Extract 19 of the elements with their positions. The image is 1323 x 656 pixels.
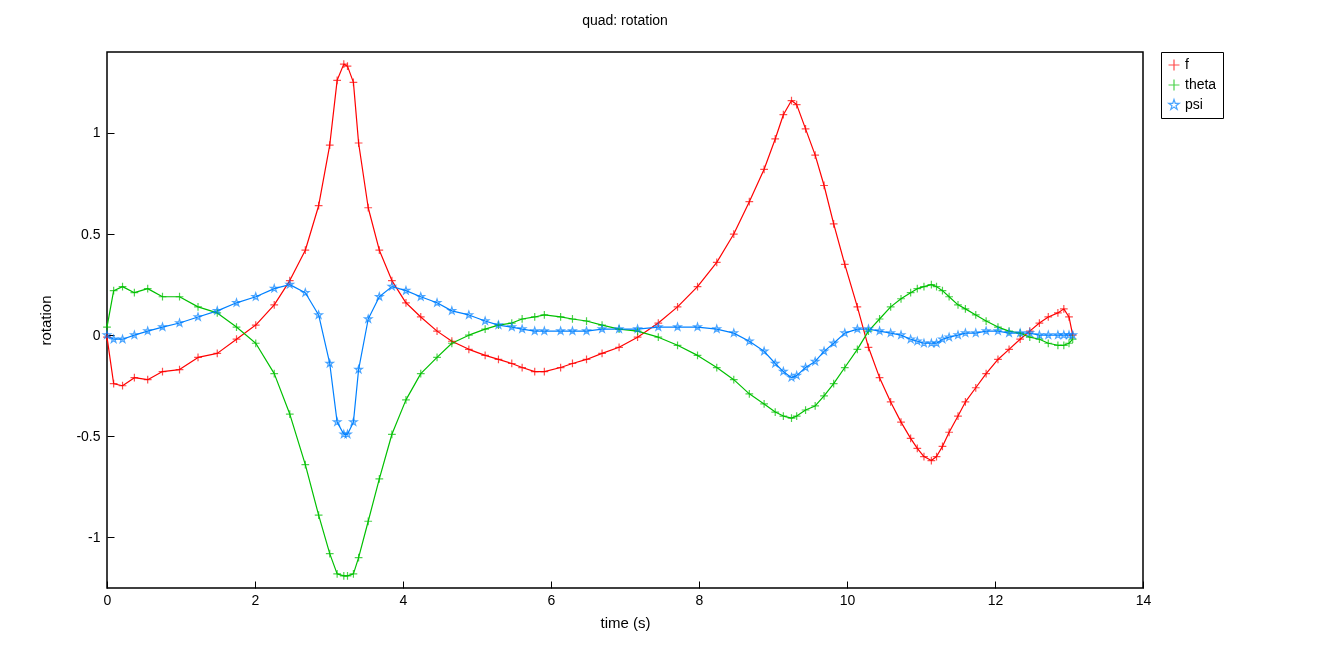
chart-title: quad: rotation bbox=[582, 11, 668, 28]
y-tick-label: 0 bbox=[92, 326, 101, 343]
y-tick-label: 1 bbox=[92, 124, 101, 141]
x-tick-label: 4 bbox=[399, 591, 408, 608]
legend-label: psi bbox=[1185, 96, 1203, 112]
x-tick-label: 6 bbox=[547, 591, 556, 608]
y-axis-title: rotation bbox=[37, 295, 55, 346]
x-tick-label: 2 bbox=[251, 591, 260, 608]
legend-label: f bbox=[1185, 56, 1189, 72]
legend-label: theta bbox=[1185, 76, 1217, 92]
y-tick-label: -1 bbox=[88, 528, 101, 545]
x-axis-title: time (s) bbox=[600, 613, 651, 631]
x-tick-label: 0 bbox=[103, 591, 112, 608]
x-tick-label: 14 bbox=[1135, 591, 1152, 608]
x-tick-label: 12 bbox=[987, 591, 1004, 608]
x-tick-label: 8 bbox=[695, 591, 704, 608]
y-tick-label: 0.5 bbox=[81, 225, 101, 242]
y-tick-label: -0.5 bbox=[76, 427, 101, 444]
x-tick-label: 10 bbox=[839, 591, 856, 608]
